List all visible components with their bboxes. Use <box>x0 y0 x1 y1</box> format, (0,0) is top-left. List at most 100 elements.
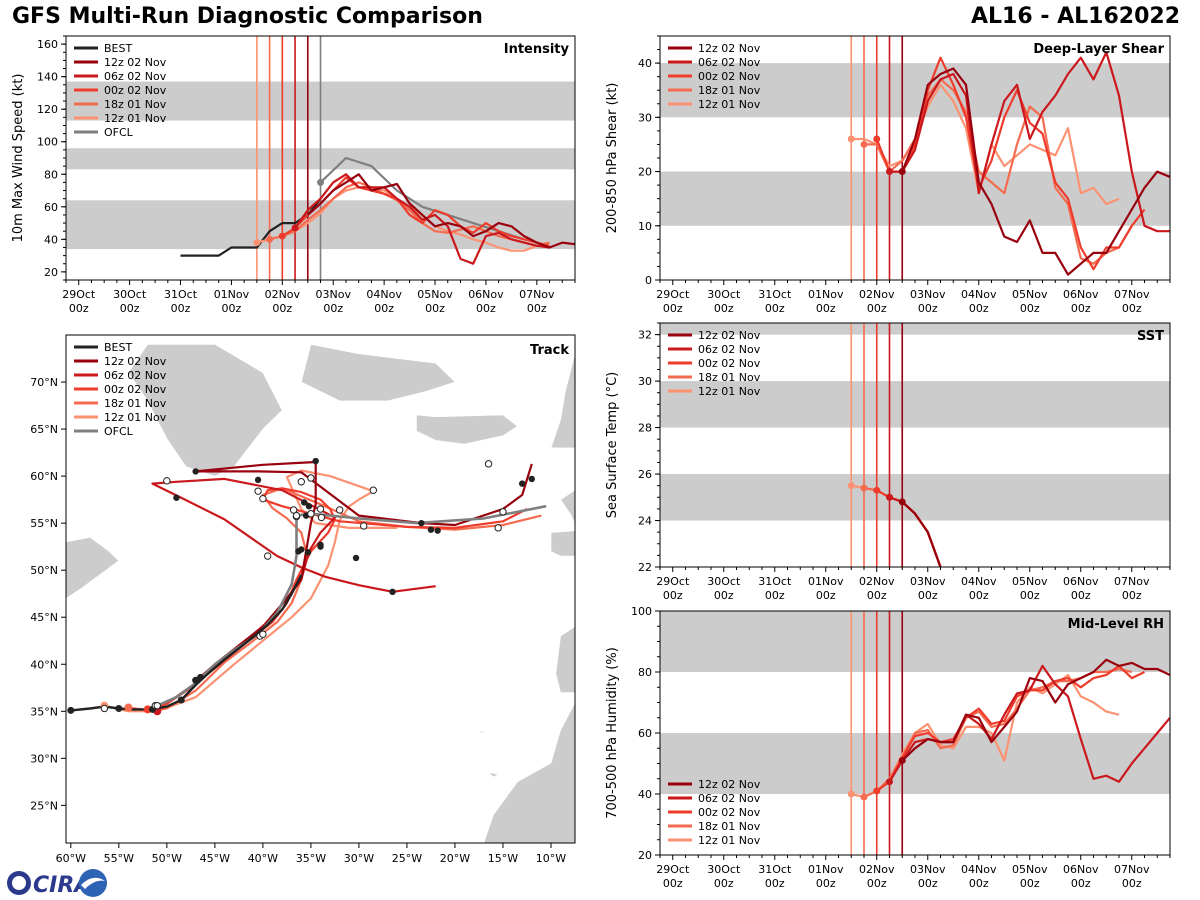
shear-dot-run_18z01 <box>860 140 868 148</box>
rh-xtick-label-hour: 00z <box>969 877 989 890</box>
sst-xtick-label-hour: 00z <box>816 589 836 602</box>
rh-dot-run_12z02 <box>898 756 906 764</box>
shear-ylabel: 200-850 hPa Shear (kt) <box>605 83 620 234</box>
track-day-point <box>518 480 526 487</box>
intensity-xtick-label-day: 03Nov <box>315 288 351 301</box>
track-xtick-label: 10°W <box>536 852 566 865</box>
sst-band-2 <box>660 323 1170 335</box>
sst-xtick-label-hour: 00z <box>1122 589 1142 602</box>
track-xtick-label: 20°W <box>440 852 470 865</box>
shear-title: Deep-Layer Shear <box>1033 42 1164 57</box>
shear-series-run_00z02 <box>875 56 1146 271</box>
intensity-series-BEST <box>180 198 322 257</box>
track-open-point <box>100 704 109 713</box>
rh-ytick-label: 80 <box>638 666 652 679</box>
sst-xtick-label-day: 30Oct <box>707 575 741 588</box>
track-open-point <box>360 522 368 530</box>
intensity-ytick-label: 100 <box>37 136 58 149</box>
rh-xtick-label-day: 31Oct <box>758 863 792 876</box>
sst-xtick-label-day: 06Nov <box>1063 575 1099 588</box>
rh-ylabel: 700-500 hPa Humidity (%) <box>605 647 620 819</box>
shear-legend-label: 12z 02 Nov <box>698 42 761 55</box>
rh-xtick-label-day: 07Nov <box>1114 863 1150 876</box>
shear-xtick-label-day: 30Oct <box>707 288 741 301</box>
land-polygon-5 <box>560 489 575 524</box>
track-day-point <box>295 548 302 555</box>
track-line-OFCL <box>156 504 547 707</box>
track-ytick-label: 35°N <box>30 705 58 718</box>
track-legend-label: 12z 02 Nov <box>104 355 167 368</box>
sst-panel: 22242628303229Oct00z30Oct00z31Oct00z01No… <box>605 322 1171 602</box>
intensity-ytick-label: 80 <box>44 168 58 181</box>
intensity-xtick-label-hour: 00z <box>323 302 343 315</box>
shear-band-1 <box>660 63 1170 118</box>
intensity-xtick-label-day: 29Oct <box>62 288 96 301</box>
track-ytick-label: 70°N <box>30 376 58 389</box>
intensity-dot-run_12z01 <box>253 239 261 247</box>
rh-ytick-label: 40 <box>638 788 652 801</box>
intensity-xtick-label-hour: 00z <box>222 302 242 315</box>
land-polygon-7 <box>555 626 575 693</box>
track-day-point <box>389 588 396 596</box>
sst-xtick-label-hour: 00z <box>1020 589 1040 602</box>
shear-series-run_18z01 <box>864 78 1133 265</box>
track-best-point <box>177 696 185 704</box>
page-title: GFS Multi-Run Diagnostic Comparison <box>12 4 483 29</box>
rh-series-run_00z02 <box>876 664 1145 792</box>
shear-xtick-label-day: 06Nov <box>1063 288 1099 301</box>
track-open-point <box>289 506 298 514</box>
rh-legend-label: 12z 01 Nov <box>698 834 761 847</box>
track-legend-label: BEST <box>104 341 132 354</box>
track-ytick-label: 60°N <box>30 470 58 483</box>
rh-xtick-label-day: 03Nov <box>910 863 946 876</box>
land-polygon-3 <box>416 414 518 445</box>
shear-ytick-label: 30 <box>638 111 652 124</box>
track-best-point <box>196 673 204 681</box>
shear-xtick-label-day: 05Nov <box>1012 288 1048 301</box>
sst-xtick-label-hour: 00z <box>1071 589 1091 602</box>
intensity-ytick-label: 140 <box>37 71 58 84</box>
rh-title: Mid-Level RH <box>1068 617 1164 632</box>
shear-xtick-label-day: 02Nov <box>859 288 895 301</box>
intensity-xtick-label-day: 06Nov <box>468 288 504 301</box>
intensity-dot-run_00z02 <box>278 232 286 240</box>
track-day-point <box>317 541 324 548</box>
intensity-xtick-label-hour: 00z <box>374 302 394 315</box>
intensity-xtick-label-day: 07Nov <box>519 288 555 301</box>
track-ytick-label: 25°N <box>30 799 58 812</box>
sst-ytick-label: 26 <box>638 468 652 481</box>
shear-xtick-label-hour: 00z <box>1122 302 1142 315</box>
track-open-point <box>494 524 502 532</box>
shear-xtick-label-hour: 00z <box>765 302 785 315</box>
sst-xtick-label-hour: 00z <box>714 589 734 602</box>
shear-legend-label: 00z 02 Nov <box>698 70 761 83</box>
rh-xtick-label-hour: 00z <box>1071 877 1091 890</box>
shear-xtick-label-hour: 00z <box>969 302 989 315</box>
shear-xtick-label-day: 03Nov <box>910 288 946 301</box>
rh-dot-run_12z01 <box>847 790 855 798</box>
rh-xtick-label-day: 29Oct <box>656 863 690 876</box>
shear-xtick-label-hour: 00z <box>714 302 734 315</box>
intensity-series-run_06z02 <box>294 173 550 265</box>
track-xtick-label: 55°W <box>104 852 134 865</box>
track-xtick-label: 30°W <box>344 852 374 865</box>
track-open-point <box>153 701 161 710</box>
rh-xtick-label-day: 02Nov <box>859 863 895 876</box>
intensity-xtick-label-hour: 00z <box>476 302 496 315</box>
intensity-title: Intensity <box>504 42 570 57</box>
shear-xtick-label-day: 29Oct <box>656 288 690 301</box>
track-ytick-label: 55°N <box>30 517 58 530</box>
intensity-xtick-label-day: 02Nov <box>265 288 301 301</box>
track-xtick-label: 45°W <box>200 852 230 865</box>
rh-xtick-label-hour: 00z <box>765 877 785 890</box>
track-open-point <box>163 477 171 485</box>
sst-band-1 <box>660 381 1170 428</box>
rh-panel: 2040608010029Oct00z30Oct00z31Oct00z01Nov… <box>605 605 1171 890</box>
rh-dot-run_00z02 <box>873 787 881 795</box>
intensity-xtick-label-hour: 00z <box>171 302 191 315</box>
track-open-point <box>484 460 493 468</box>
shear-legend-label: 06z 02 Nov <box>698 56 761 69</box>
intensity-xtick-label-hour: 00z <box>272 302 292 315</box>
track-open-point <box>259 494 267 503</box>
